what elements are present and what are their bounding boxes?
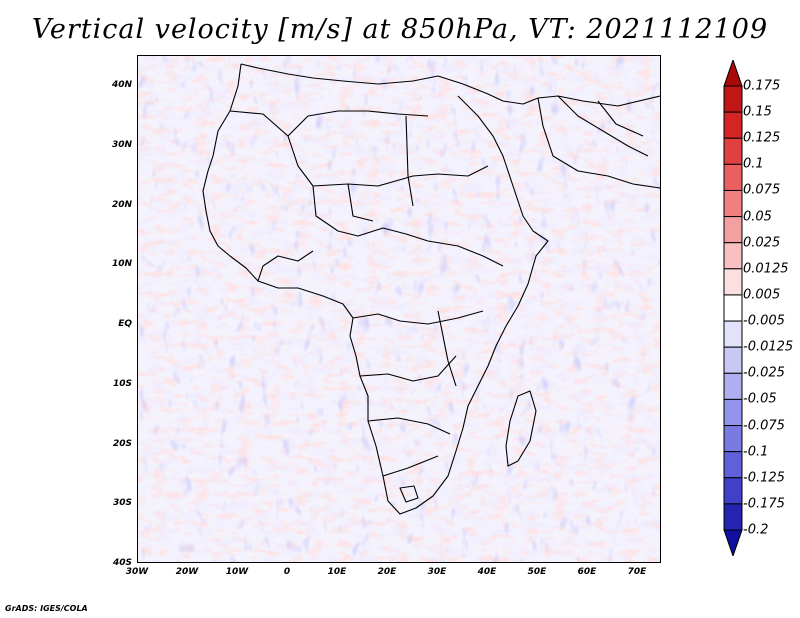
colorbar-tick-label: 0.075 [743,182,781,198]
colorbar-box [723,372,743,400]
colorbar-box [723,163,743,191]
colorbar-box [723,268,743,296]
lat-tick-label: 30S [112,498,132,509]
lon-tick-label: 40E [477,567,497,577]
colorbar-tick-label: 0.05 [743,209,772,225]
lon-tick-label: 20W [175,567,199,577]
lon-tick-label: 30W [125,567,149,577]
colorbar-tick-label: 0.025 [743,235,781,251]
lon-tick-label: 60E [577,567,597,577]
colorbar-tick-label: 0.1 [743,156,764,172]
lon-tick-label: 30E [427,567,447,577]
colorbar-box [723,111,743,139]
map-plot-area[interactable] [137,55,661,563]
colorbar-tick-label: -0.2 [743,522,769,538]
colorbar-tick-label: -0.0125 [743,339,794,355]
lat-tick-label: 30N [111,139,132,150]
colorbar-tick-label: -0.005 [743,313,785,329]
colorbar-tick-label: -0.175 [743,496,785,512]
colorbar-box [723,425,743,453]
colorbar-tick-label: 0.005 [743,287,781,303]
lat-tick-label: 20N [111,199,132,210]
colorbar-box [723,477,743,505]
colorbar-tick-label: -0.025 [743,365,785,381]
colorbar-tick-label: 0.125 [743,130,781,146]
map-title: Vertical velocity [m/s] at 850hPa, VT: 2… [31,14,769,45]
colorbar-box [723,451,743,479]
lat-tick-label: 40N [111,80,132,90]
colorbar-min-triangle [723,529,743,556]
colorbar-tick-label: 0.175 [743,78,781,94]
colorbar-box [723,294,743,322]
lat-tick-label: 10N [111,259,132,270]
colorbar-box [723,503,743,531]
colorbar-box [723,320,743,348]
velocity-field [138,56,660,562]
colorbar-tick-label: -0.1 [743,444,769,460]
colorbar-box [723,398,743,427]
lon-tick-label: 0 [283,567,291,577]
colorbar-tick-label: -0.05 [743,391,777,407]
lat-tick-label: EQ [118,319,132,329]
colorbar-box [723,242,743,270]
colorbar-tick-label: -0.075 [743,418,785,434]
lon-tick-label: 70E [627,567,647,577]
colorbar-tick-label: 0.0125 [743,261,789,277]
lat-tick-label: 20S [112,438,132,449]
lat-tick-label: 40S [112,558,132,568]
lon-tick-label: 10W [225,567,249,577]
colorbar-box [723,85,743,113]
grads-credit: GrADS: IGES/COLA [5,604,88,613]
lon-tick-label: 10E [327,567,347,577]
lon-tick-label: 50E [527,567,547,577]
country-borders [202,63,660,515]
colorbar-max-triangle [723,60,743,87]
lon-tick-label: 20E [377,567,397,577]
colorbar-tick-label: -0.125 [743,470,785,486]
colorbar-box [723,216,743,244]
colorbar [723,60,743,556]
colorbar-tick-label: 0.15 [743,104,772,120]
colorbar-box [723,137,743,165]
colorbar-box [723,189,743,218]
lat-tick-label: 10S [112,378,132,389]
colorbar-box [723,346,743,374]
